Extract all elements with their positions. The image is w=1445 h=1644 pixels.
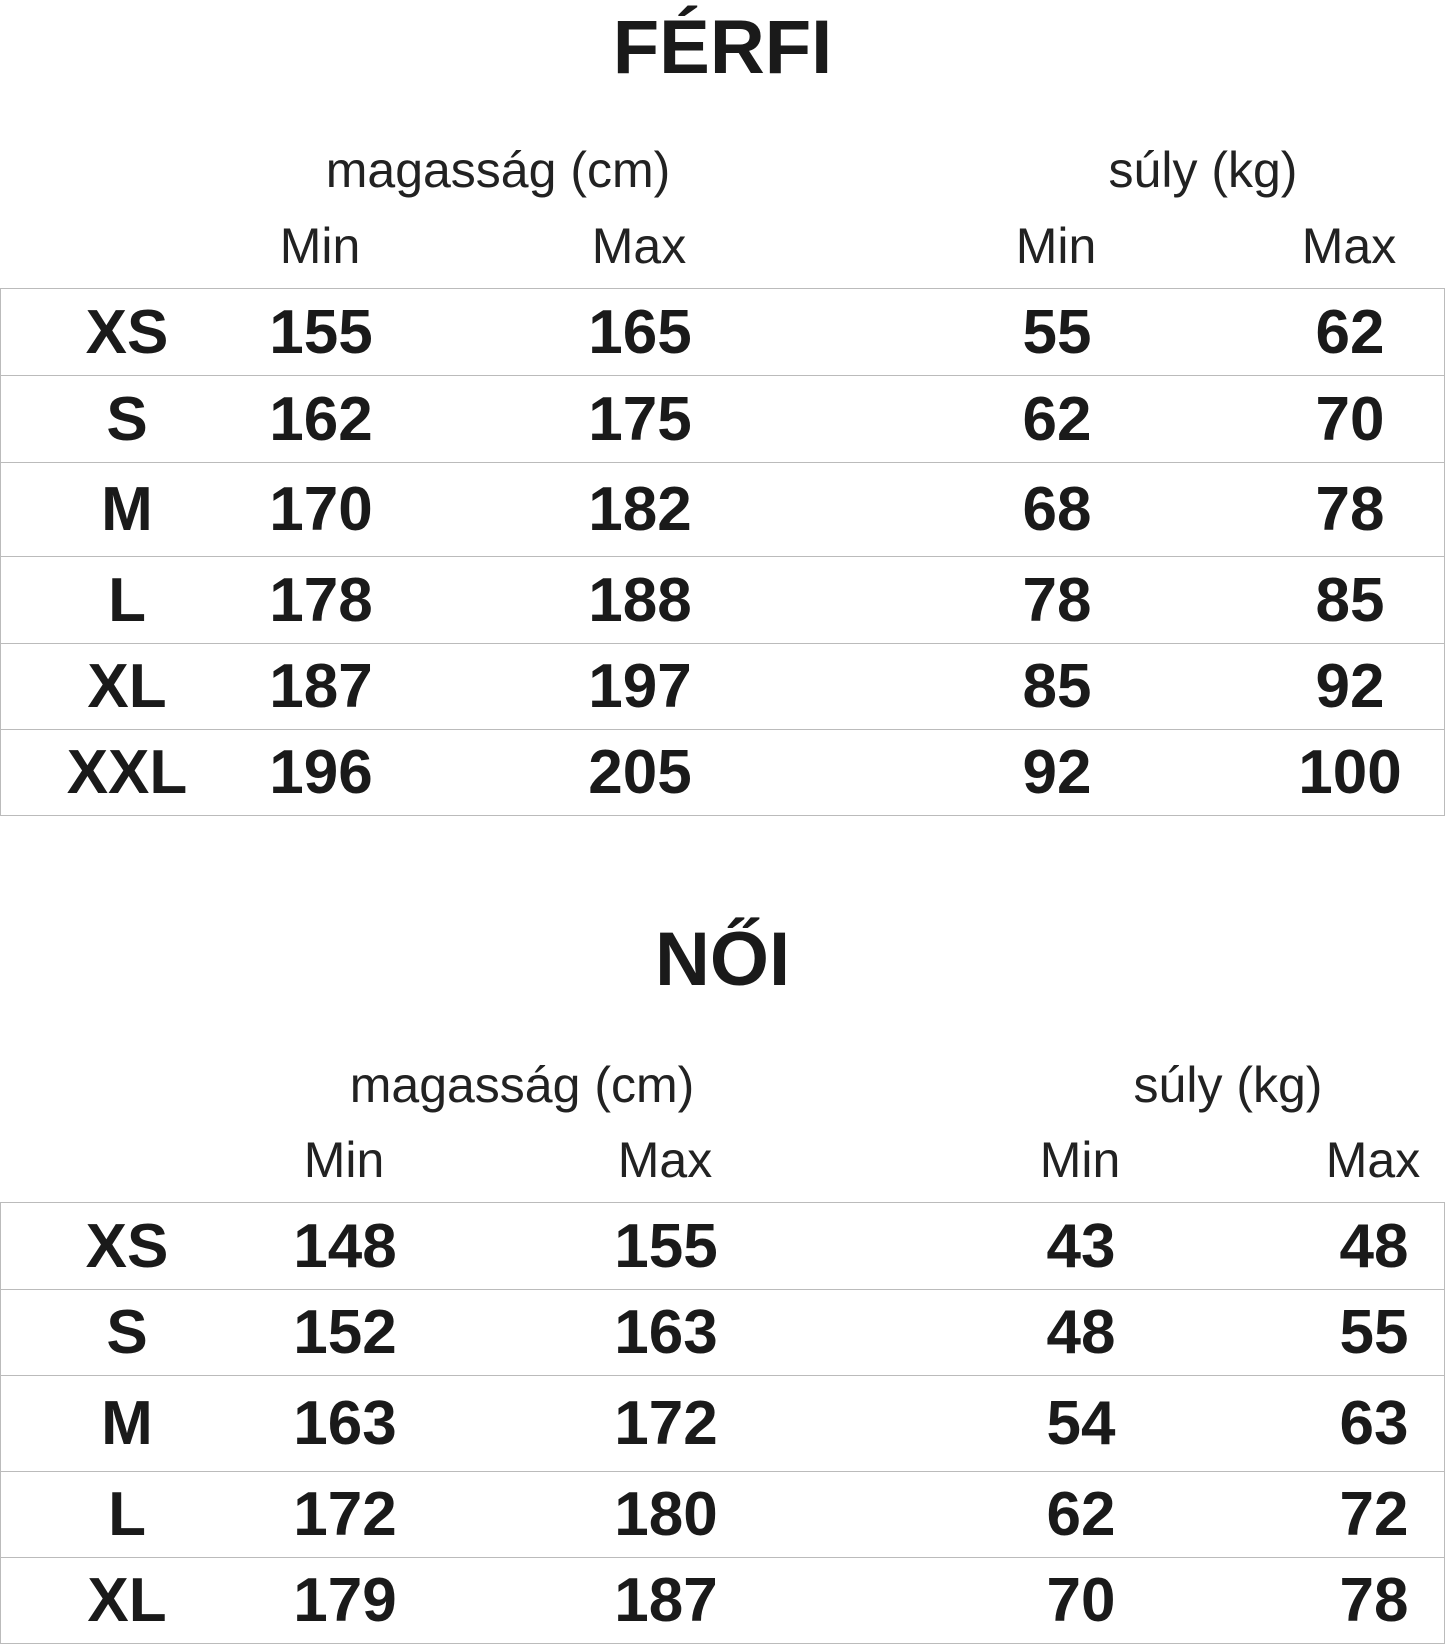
- table-row: L 178 188 78 85: [1, 556, 1444, 643]
- h-max-cell: 155: [614, 1211, 718, 1281]
- w-max-cell: 85: [1315, 565, 1385, 635]
- size-cell: XS: [85, 297, 169, 367]
- max-column-header: Max: [1325, 1132, 1421, 1188]
- w-max-cell: 78: [1339, 1566, 1409, 1635]
- w-min-cell: 68: [1022, 475, 1092, 544]
- table-row: S 162 175 62 70: [1, 375, 1444, 462]
- w-min-cell: 54: [1046, 1389, 1116, 1458]
- h-min-cell: 152: [293, 1298, 397, 1367]
- table-row: XS 155 165 55 62: [1, 289, 1444, 375]
- weight-header: súly (kg): [1133, 1057, 1323, 1113]
- w-min-cell: 78: [1022, 565, 1092, 635]
- w-min-cell: 85: [1022, 652, 1092, 721]
- size-cell: S: [106, 1298, 148, 1367]
- min-column-header: Min: [279, 218, 361, 274]
- section-title: FÉRFI: [612, 5, 833, 90]
- w-max-cell: 62: [1315, 297, 1385, 367]
- w-min-cell: 43: [1046, 1211, 1116, 1281]
- h-max-cell: 175: [588, 384, 692, 454]
- h-max-cell: 205: [588, 738, 692, 807]
- w-max-cell: 48: [1339, 1211, 1409, 1281]
- h-min-cell: 178: [269, 565, 373, 635]
- table-row: XL 187 197 85 92: [1, 643, 1444, 729]
- h-min-cell: 187: [269, 652, 373, 721]
- w-max-cell: 78: [1315, 475, 1385, 544]
- w-max-cell: 63: [1339, 1389, 1409, 1458]
- w-min-cell: 48: [1046, 1298, 1116, 1367]
- h-max-cell: 163: [614, 1298, 718, 1367]
- h-max-cell: 172: [614, 1389, 718, 1458]
- table-row: M 170 182 68 78: [1, 462, 1444, 556]
- h-min-cell: 155: [269, 297, 373, 367]
- table-row: S 152 163 48 55: [1, 1289, 1444, 1375]
- size-table: XS 148 155 43 48 S 152 163 48 55 M 163 172 54 63 L 172 18…: [0, 1202, 1445, 1644]
- w-max-cell: 55: [1339, 1298, 1409, 1367]
- size-cell: XL: [87, 1566, 167, 1635]
- min-column-header: Min: [1039, 1132, 1121, 1188]
- w-min-cell: 92: [1022, 738, 1092, 807]
- size-table: XS 155 165 55 62 S 162 175 62 70 M 170 182 68 78 L 178 18…: [0, 288, 1445, 816]
- h-max-cell: 188: [588, 565, 692, 635]
- w-max-cell: 72: [1339, 1480, 1409, 1549]
- w-min-cell: 70: [1046, 1566, 1116, 1635]
- h-max-cell: 180: [614, 1480, 718, 1549]
- table-row: XL 179 187 70 78: [1, 1557, 1444, 1643]
- size-cell: M: [101, 475, 153, 544]
- height-header: magasság (cm): [349, 1057, 695, 1113]
- w-min-cell: 62: [1022, 384, 1092, 454]
- size-cell: XXL: [66, 738, 188, 807]
- w-min-cell: 62: [1046, 1480, 1116, 1549]
- table-row: L 172 180 62 72: [1, 1471, 1444, 1557]
- min-column-header: Min: [303, 1132, 385, 1188]
- h-min-cell: 163: [293, 1389, 397, 1458]
- size-cell: M: [101, 1389, 153, 1458]
- size-cell: L: [108, 1480, 146, 1549]
- h-max-cell: 165: [588, 297, 692, 367]
- h-min-cell: 179: [293, 1566, 397, 1635]
- size-cell: XL: [87, 652, 167, 721]
- weight-header: súly (kg): [1108, 142, 1298, 198]
- w-max-cell: 100: [1298, 738, 1402, 807]
- h-min-cell: 172: [293, 1480, 397, 1549]
- w-max-cell: 70: [1315, 384, 1385, 454]
- table-row: M 163 172 54 63: [1, 1375, 1444, 1471]
- size-cell: S: [106, 384, 148, 454]
- max-column-header: Max: [1301, 218, 1397, 274]
- table-row: XS 148 155 43 48: [1, 1203, 1444, 1289]
- height-header: magasság (cm): [325, 142, 671, 198]
- h-max-cell: 187: [614, 1566, 718, 1635]
- h-min-cell: 162: [269, 384, 373, 454]
- h-max-cell: 182: [588, 475, 692, 544]
- h-min-cell: 148: [293, 1211, 397, 1281]
- section-title: NŐI: [654, 917, 791, 1002]
- h-max-cell: 197: [588, 652, 692, 721]
- w-max-cell: 92: [1315, 652, 1385, 721]
- min-column-header: Min: [1015, 218, 1097, 274]
- table-row: XXL 196 205 92 100: [1, 729, 1444, 815]
- h-min-cell: 170: [269, 475, 373, 544]
- max-column-header: Max: [617, 1132, 713, 1188]
- size-cell: L: [108, 565, 146, 635]
- size-cell: XS: [85, 1211, 169, 1281]
- max-column-header: Max: [591, 218, 687, 274]
- h-min-cell: 196: [269, 738, 373, 807]
- w-min-cell: 55: [1022, 297, 1092, 367]
